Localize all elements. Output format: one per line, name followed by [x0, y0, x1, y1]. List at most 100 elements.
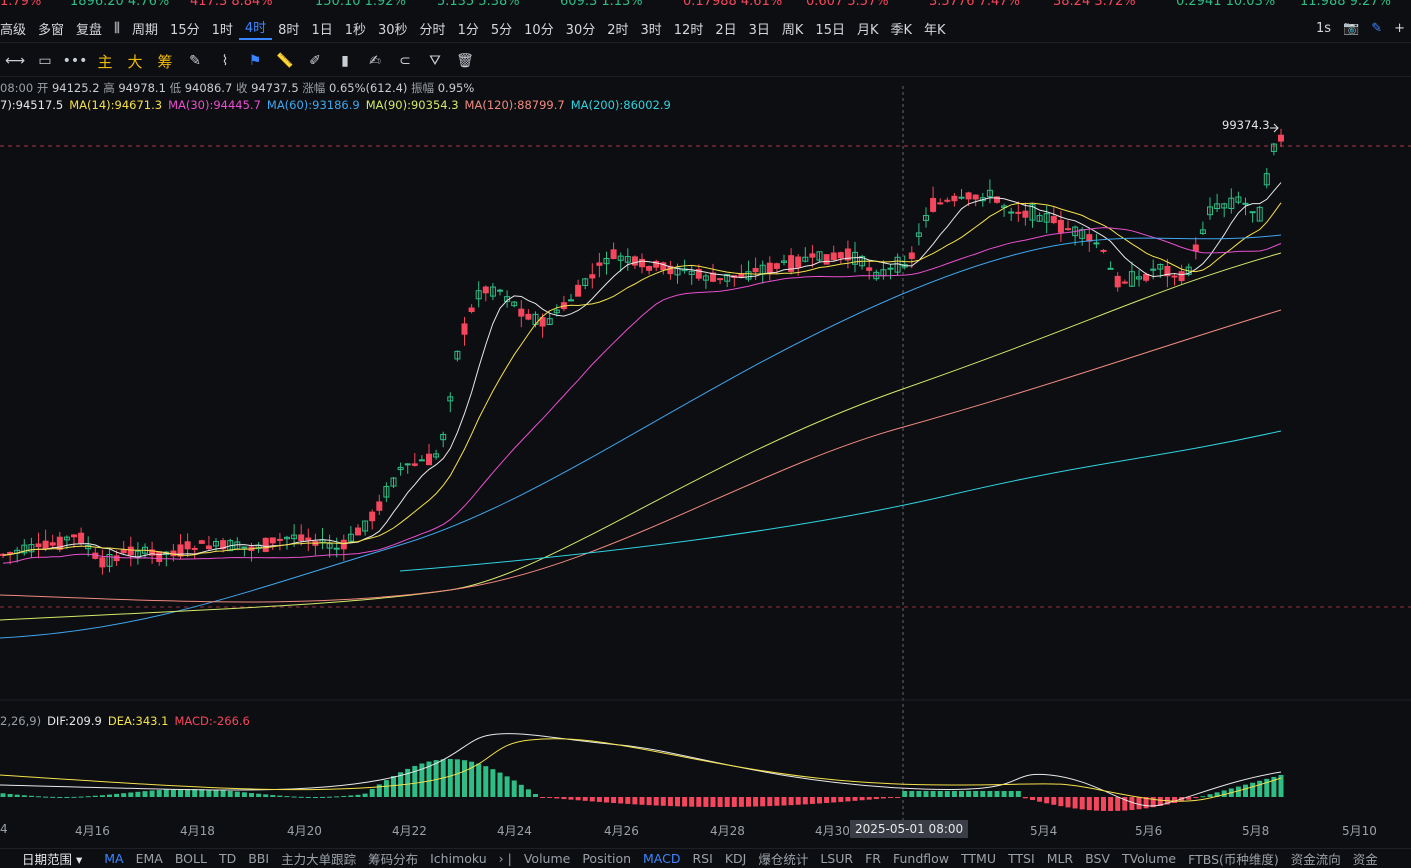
period-22[interactable]: 周K	[781, 22, 804, 38]
chart-type-icon[interactable]: ⫼	[114, 20, 121, 36]
camera-icon[interactable]: 📷	[1343, 20, 1360, 36]
sub-indicator-TVolume[interactable]: TVolume	[1121, 851, 1177, 866]
candle-body	[376, 501, 383, 511]
candle-body	[639, 258, 645, 268]
sub-indicator-爆仓统计[interactable]: 爆仓统计	[758, 852, 809, 867]
indicator-main[interactable]: 主	[97, 52, 113, 71]
main-indicator-主力大单跟踪[interactable]: 主力大单跟踪	[281, 852, 357, 867]
period-10[interactable]: 1秒	[344, 22, 366, 38]
macd-bar	[348, 795, 354, 797]
main-indicator-BBI[interactable]: BBI	[248, 851, 270, 866]
note-icon[interactable]: ✍	[369, 53, 381, 69]
period-21[interactable]: 3日	[748, 22, 770, 38]
filter-icon[interactable]: ⛛	[429, 53, 441, 69]
ma-legend-item-5: MA(120):88799.7	[464, 98, 565, 112]
period-6[interactable]: 1时	[211, 22, 233, 38]
ticker-item[interactable]: 1.79%	[0, 0, 42, 9]
ticker-item[interactable]: 1896.20 4.76%	[70, 0, 170, 9]
ticker-item[interactable]: 0.2941 10.03%	[1176, 0, 1276, 9]
main-indicator-BOLL[interactable]: BOLL	[174, 851, 207, 866]
period-23[interactable]: 15日	[815, 22, 845, 38]
period-8[interactable]: 8时	[278, 22, 300, 38]
period-19[interactable]: 12时	[673, 22, 704, 38]
sub-indicator-TTSI[interactable]: TTSI	[1008, 851, 1035, 866]
ticker-item[interactable]: 11.988 9.27%	[1300, 0, 1391, 9]
main-indicator-TD[interactable]: TD	[218, 851, 237, 866]
chevron-right-icon[interactable]: › |	[498, 851, 512, 866]
sub-indicator-资金[interactable]: 资金	[1352, 852, 1378, 867]
sub-indicator-Volume[interactable]: Volume	[523, 851, 571, 866]
sub-indicator-FTBS(币种维度)[interactable]: FTBS(币种维度)	[1188, 852, 1279, 867]
period-17[interactable]: 2时	[607, 22, 629, 38]
ticker-item[interactable]: 38.24 3.72%	[1053, 0, 1136, 9]
macd-bar	[1044, 797, 1050, 804]
ticker-item[interactable]: 5.135 5.38%	[437, 0, 520, 9]
period-0[interactable]: 高级	[0, 22, 27, 38]
macd-bar	[178, 789, 183, 797]
add-icon[interactable]: +	[1394, 20, 1405, 36]
ticker-item[interactable]: 3.5776 7.47%	[929, 0, 1020, 9]
bookmark-icon[interactable]: ⚑	[248, 53, 262, 69]
sub-indicator-TTMU[interactable]: TTMU	[961, 851, 996, 866]
indicator-big[interactable]: 大	[127, 52, 143, 71]
period-7[interactable]: 4时	[238, 17, 273, 40]
brush-icon[interactable]: ⌇	[221, 53, 229, 69]
ticker-item[interactable]: 609.3 1.13%	[560, 0, 643, 9]
macd-bar	[618, 797, 624, 804]
candle-body	[994, 196, 1000, 203]
period-9[interactable]: 1日	[311, 22, 333, 38]
sub-indicator-KDJ[interactable]: KDJ	[724, 851, 747, 866]
pen-icon[interactable]: ✐	[309, 53, 321, 69]
sub-indicator-FR[interactable]: FR	[865, 851, 881, 866]
sub-indicator-Position[interactable]: Position	[582, 851, 632, 866]
trash-icon[interactable]: 🗑	[456, 53, 474, 69]
main-indicator-EMA[interactable]: EMA	[135, 851, 163, 866]
ticker-item[interactable]: 150.10 1.92%	[315, 0, 406, 9]
period-1[interactable]: 多窗	[38, 22, 65, 38]
horizontal-line-icon[interactable]: ⟷	[4, 53, 26, 69]
more-icon[interactable]: •••	[62, 53, 88, 69]
indicator-chip[interactable]: 筹	[157, 52, 173, 71]
sub-indicator-MACD[interactable]: MACD	[643, 851, 681, 866]
main-indicator-Ichimoku[interactable]: Ichimoku	[430, 851, 487, 866]
period-12[interactable]: 分时	[419, 22, 446, 38]
period-5[interactable]: 15分	[170, 22, 200, 38]
edit-box-icon[interactable]: ✎	[189, 53, 201, 69]
candle-icon[interactable]: ▮	[341, 53, 349, 69]
sub-indicator-MLR[interactable]: MLR	[1046, 851, 1074, 866]
ticker-item[interactable]: 417.3 8.84%	[190, 0, 273, 9]
period-18[interactable]: 3时	[640, 22, 662, 38]
main-indicator-筹码分布[interactable]: 筹码分布	[368, 852, 419, 867]
date-range-select[interactable]: 日期范围 ▾	[22, 852, 83, 867]
main-indicator-MA[interactable]: MA	[104, 851, 124, 866]
period-11[interactable]: 30秒	[378, 22, 408, 38]
period-4[interactable]: 周期	[132, 22, 159, 38]
period-25[interactable]: 季K	[890, 22, 913, 38]
sub-indicator-Fundflow[interactable]: Fundflow	[892, 851, 949, 866]
period-13[interactable]: 1分	[457, 22, 479, 38]
sub-indicator-资金流向[interactable]: 资金流向	[1290, 852, 1341, 867]
period-2[interactable]: 复盘	[76, 22, 103, 38]
period-24[interactable]: 月K	[856, 22, 879, 38]
macd-bar	[802, 797, 808, 805]
period-20[interactable]: 2日	[715, 22, 737, 38]
candle-body	[1022, 210, 1029, 218]
magnet-icon[interactable]: ⊂	[399, 53, 411, 69]
macd-bar	[419, 763, 425, 797]
draw-icon[interactable]: ✎	[1371, 20, 1383, 36]
sub-indicator-BSV[interactable]: BSV	[1085, 851, 1110, 866]
sub-indicator-LSUR[interactable]: LSUR	[820, 851, 854, 866]
period-14[interactable]: 5分	[490, 22, 513, 38]
period-26[interactable]: 年K	[924, 22, 946, 38]
rectangle-icon[interactable]: ▭	[38, 53, 52, 69]
refresh-interval[interactable]: 1s	[1315, 20, 1331, 36]
ticker-item[interactable]: 0.607 5.57%	[806, 0, 889, 9]
ma-legend: 7):94517.5 MA(14):94671.3 MA(30):94445.7 MA…	[0, 98, 677, 112]
period-16[interactable]: 30分	[565, 22, 596, 38]
ruler-icon[interactable]: 📏	[276, 53, 294, 69]
candle-body	[291, 534, 298, 540]
period-15[interactable]: 10分	[524, 22, 554, 38]
sub-indicator-RSI[interactable]: RSI	[692, 851, 713, 866]
ticker-item[interactable]: 0.17988 4.61%	[683, 0, 783, 9]
